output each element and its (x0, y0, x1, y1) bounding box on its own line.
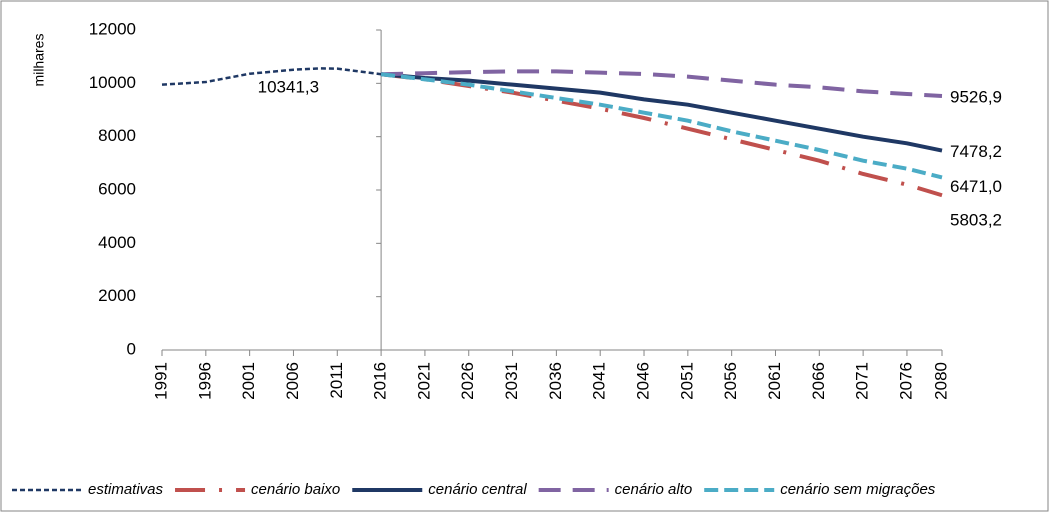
x-tick-label: 2046 (634, 362, 653, 400)
series-line (381, 69, 943, 98)
x-tick-label: 2021 (414, 362, 433, 400)
x-tick-label: 2071 (853, 362, 872, 400)
series-line (161, 67, 382, 86)
y-tick-label: 0 (127, 339, 136, 358)
x-tick-label: 1996 (195, 362, 214, 400)
data-label: 9526,9 (950, 87, 1002, 106)
x-tick-label: 2066 (809, 362, 828, 400)
x-tick-label: 2036 (546, 362, 565, 400)
x-tick-label: 1991 (151, 362, 170, 400)
data-label: 6471,0 (950, 177, 1002, 196)
legend-label: cenário sem migrações (780, 481, 936, 498)
series-line (380, 72, 943, 180)
series-line (380, 72, 943, 198)
x-tick-label: 2031 (502, 362, 521, 400)
x-tick-label: 2041 (590, 362, 609, 400)
y-tick-label: 12000 (89, 19, 136, 38)
legend-label: cenário central (428, 481, 527, 498)
data-label: 7478,2 (950, 142, 1002, 161)
x-tick-label: 2001 (239, 362, 258, 400)
legend-label: cenário alto (615, 481, 693, 498)
legend-label: estimativas (88, 481, 164, 498)
y-tick-label: 4000 (98, 233, 136, 252)
x-tick-label: 2051 (677, 362, 696, 400)
data-label: 10341,3 (258, 78, 319, 97)
data-label: 5803,2 (950, 211, 1002, 230)
x-tick-label: 2006 (283, 362, 302, 400)
x-tick-label: 2080 (931, 362, 950, 400)
y-axis-label: milhares (31, 34, 47, 87)
x-tick-label: 2026 (458, 362, 477, 400)
legend-label: cenário baixo (251, 481, 340, 498)
series-line (380, 72, 943, 153)
x-tick-label: 2011 (327, 362, 346, 399)
x-tick-label: 2016 (371, 362, 390, 400)
x-tick-label: 2061 (765, 362, 784, 400)
x-tick-label: 2076 (896, 362, 915, 400)
y-tick-label: 8000 (98, 126, 136, 145)
y-tick-label: 2000 (98, 286, 136, 305)
y-tick-label: 10000 (89, 73, 136, 92)
x-tick-label: 2056 (721, 362, 740, 400)
y-tick-label: 6000 (98, 179, 136, 198)
